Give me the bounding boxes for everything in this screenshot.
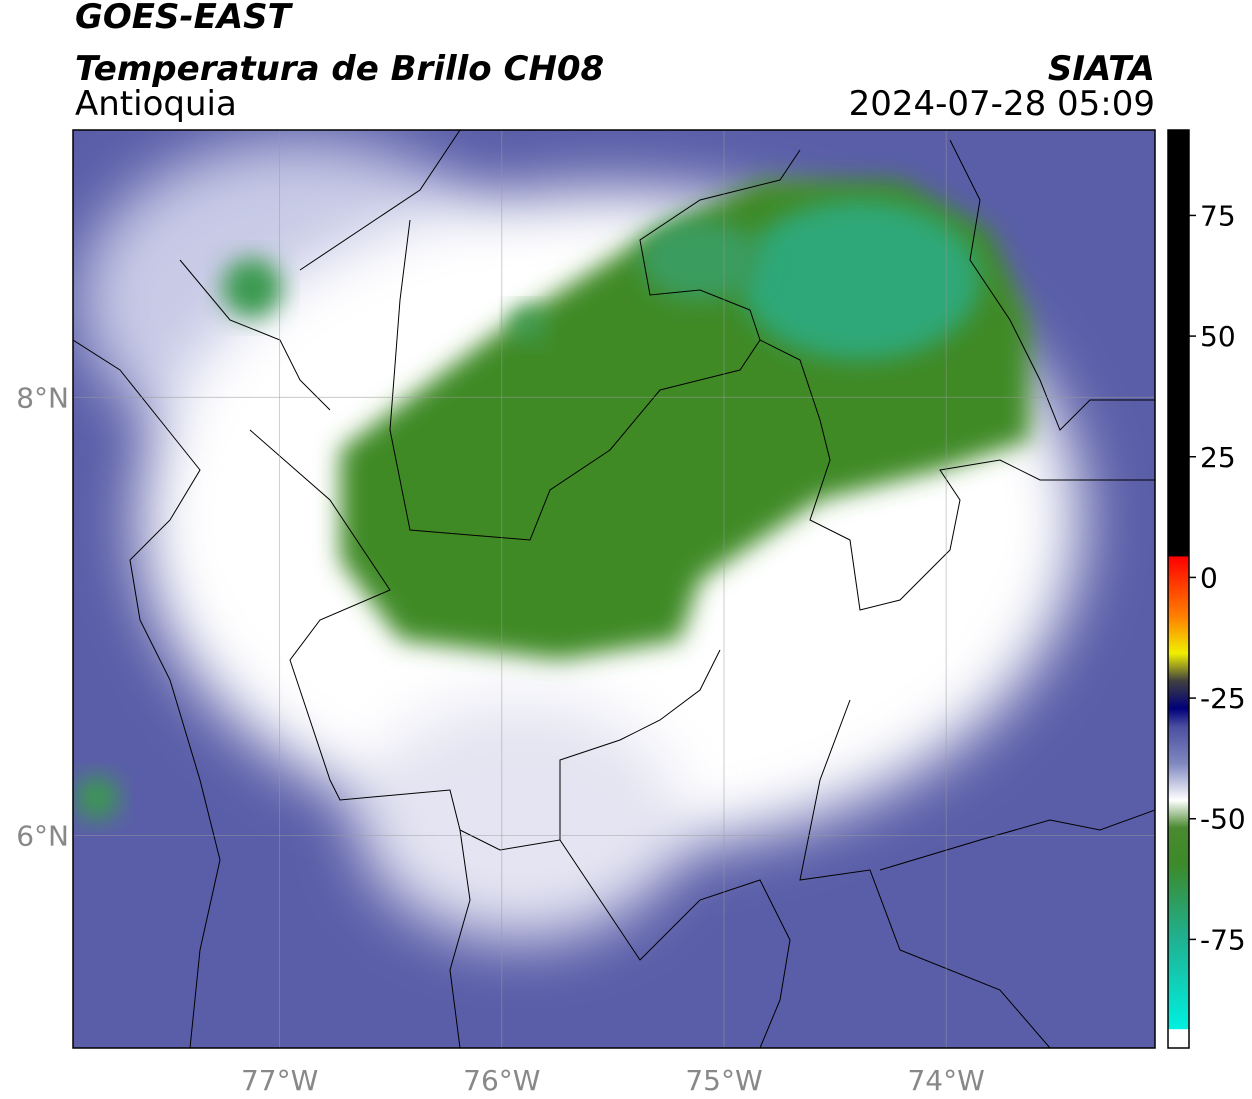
colorbar-tick-label: -25 <box>1200 682 1246 715</box>
subtitle: Temperatura de Brillo CH08 <box>75 49 604 89</box>
boundaries <box>73 130 1155 1048</box>
source: SIATA <box>1048 49 1155 89</box>
region: Antioquia <box>75 84 237 124</box>
colorbar-tick-label: 50 <box>1200 320 1236 353</box>
datetime: 2024-07-28 05:09 <box>849 84 1155 124</box>
lon-tick-label: 77°W <box>241 1064 318 1097</box>
map-frame <box>72 129 1156 1049</box>
lon-tick-label: 75°W <box>685 1064 762 1097</box>
lon-tick-label: 74°W <box>907 1064 984 1097</box>
colorbar-tick-label: 0 <box>1200 561 1218 594</box>
colorbar-tick-label: 75 <box>1200 199 1236 232</box>
satellite-image <box>73 130 1155 1048</box>
grid <box>73 130 1155 1048</box>
colorbar <box>1167 129 1190 1049</box>
lat-tick-label: 8°N <box>16 381 69 414</box>
title: GOES-EAST <box>75 0 294 37</box>
colorbar-tick-label: 25 <box>1200 441 1236 474</box>
lat-tick-label: 6°N <box>16 819 69 852</box>
colorbar-tick-label: -75 <box>1200 923 1246 956</box>
lon-tick-label: 76°W <box>463 1064 540 1097</box>
colorbar-tick-label: -50 <box>1200 803 1246 836</box>
